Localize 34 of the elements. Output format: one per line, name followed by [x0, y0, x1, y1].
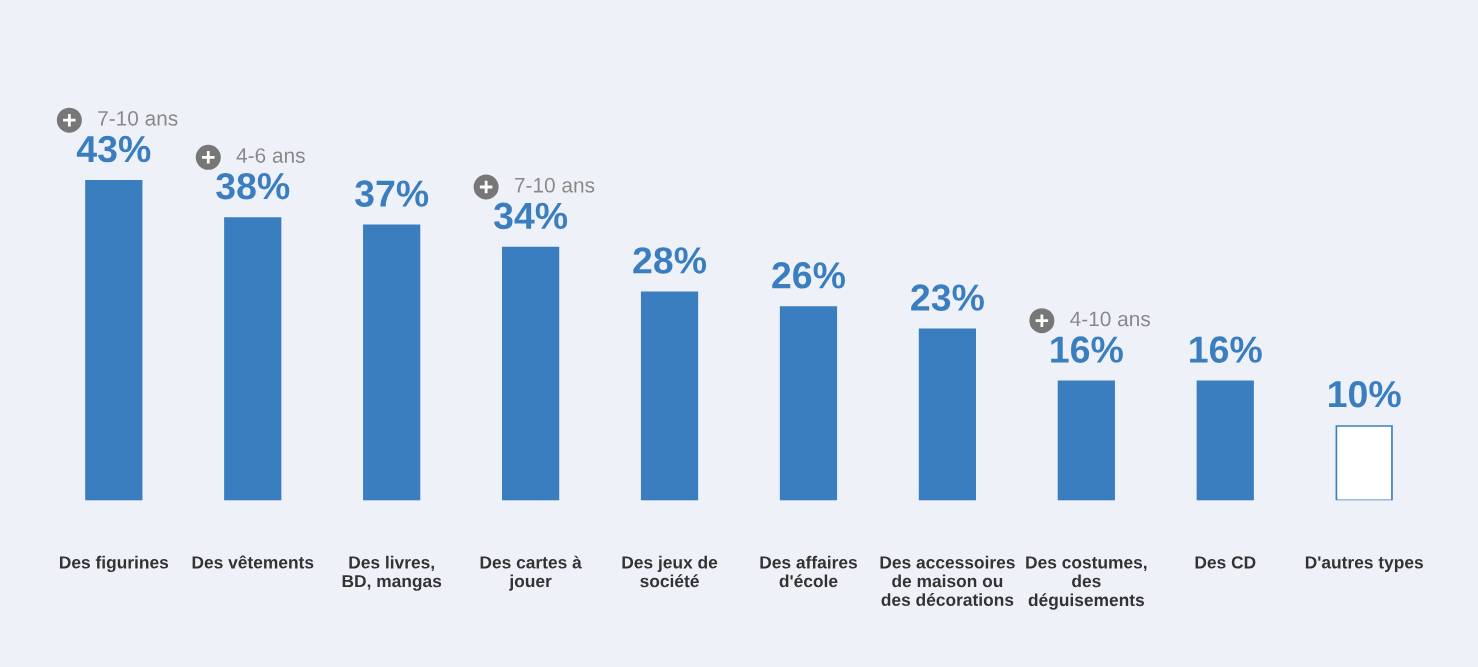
x-tick-label: Des CD: [1195, 556, 1256, 569]
x-tick-label: Des accessoires de maison ou des décorations: [880, 555, 1015, 606]
bar: [85, 180, 143, 501]
annotation: 4-10 ans: [1070, 311, 1150, 327]
data-label: 38%: [216, 172, 290, 200]
bar: [501, 246, 560, 501]
x-tick-label: Des cartes à jouer: [480, 555, 582, 591]
bar: [779, 306, 838, 501]
bar: [1057, 380, 1115, 501]
data-label: 34%: [493, 202, 568, 230]
annotation: 4-6 ans: [236, 148, 305, 163]
data-label: 16%: [1051, 336, 1123, 363]
bar: [224, 217, 282, 501]
annotation: 7-10 ans: [515, 177, 595, 193]
bar: [1196, 380, 1254, 501]
x-tick-label: Des affaires d'école: [760, 555, 857, 588]
annotation: 7-10 ans: [98, 110, 178, 126]
x-tick-label: Des jeux de société: [622, 555, 718, 588]
data-label: 37%: [355, 180, 429, 207]
data-label: 26%: [772, 262, 846, 289]
data-label: 10%: [1329, 380, 1401, 408]
data-label: 16%: [1190, 336, 1262, 363]
data-label: 23%: [911, 284, 984, 311]
x-tick-label: Des vêtements: [192, 555, 314, 569]
bar: [363, 224, 421, 501]
x-tick-label: Des figurines: [59, 555, 169, 573]
data-label: 43%: [76, 135, 151, 163]
x-tick-label: Des costumes, des déguisements: [1026, 556, 1147, 610]
x-tick-label: D'autres types: [1305, 556, 1423, 572]
data-label: 28%: [633, 247, 707, 274]
bar: [640, 291, 699, 501]
bar: [1335, 425, 1393, 501]
x-tick-label: Des livres, BD, mangas: [342, 555, 442, 591]
bar: [918, 328, 977, 501]
